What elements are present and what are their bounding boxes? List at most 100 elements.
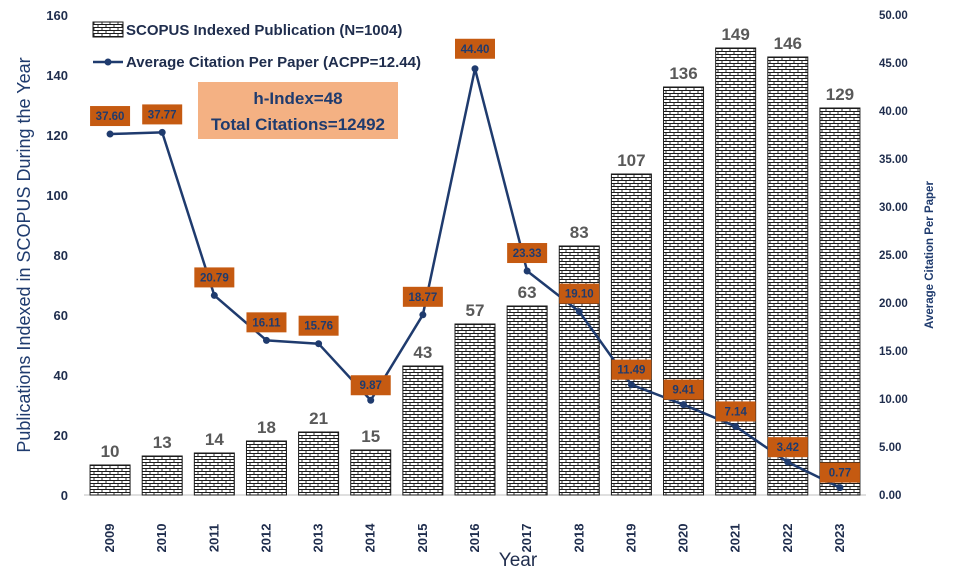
h-index-text: h-Index=48 [253, 89, 342, 108]
y2-tick-label: 10.00 [879, 394, 908, 406]
x-tick-label: 2022 [780, 524, 795, 553]
bar [193, 452, 235, 496]
x-axis-title: Year [499, 550, 538, 571]
point-label-bg [715, 401, 756, 422]
x-tick-label: 2019 [623, 524, 638, 553]
point-value-label: 20.79 [200, 272, 229, 284]
bar-value-label: 57 [466, 301, 485, 320]
y2-tick-label: 0.00 [879, 490, 901, 502]
line-point [158, 128, 166, 136]
bar-value-label: 63 [518, 283, 537, 302]
y-tick-label: 80 [54, 248, 68, 263]
x-tick-label: 2015 [415, 524, 430, 553]
y-tick-label: 40 [54, 368, 68, 383]
legend-line-marker [104, 58, 112, 66]
bar-value-label: 146 [774, 34, 802, 53]
bar [819, 107, 861, 496]
bar [610, 173, 652, 496]
line-point [523, 267, 531, 275]
bar [141, 455, 183, 496]
point-value-label: 23.33 [513, 248, 542, 260]
legend: SCOPUS Indexed Publication (N=1004) Aver… [92, 21, 421, 71]
y2-tick-label: 15.00 [879, 346, 908, 358]
y-tick-label: 120 [46, 128, 68, 143]
x-tick-label: 2011 [206, 524, 221, 552]
point-label-bg [142, 104, 183, 125]
data-labels: 10 13 14 18 21 15 43 57 63 83 107 136 149 146 129 37.60… [90, 25, 860, 483]
point-label-bg [507, 243, 548, 264]
bar-value-label: 107 [617, 151, 645, 170]
point-label-bg [611, 359, 652, 380]
line-point [836, 484, 844, 492]
x-tick-label: 2012 [258, 524, 273, 553]
point-value-label: 7.14 [724, 406, 747, 418]
bar-value-label: 13 [153, 433, 172, 452]
line-point [419, 311, 427, 319]
point-value-label: 9.41 [672, 385, 695, 397]
bar-value-label: 18 [257, 418, 276, 437]
point-value-label: 18.77 [408, 292, 437, 304]
line-point [732, 422, 740, 430]
x-tick-label: 2016 [467, 524, 482, 553]
point-label-bg [194, 267, 235, 288]
bar-value-label: 15 [361, 427, 380, 446]
bar-value-label: 129 [826, 85, 854, 104]
line-point [367, 396, 375, 404]
bar-value-label: 43 [413, 343, 432, 362]
point-value-label: 0.77 [829, 468, 851, 480]
y-tick-label: 20 [54, 428, 68, 443]
bar-value-label: 14 [205, 430, 224, 449]
line-point [315, 340, 323, 348]
x-tick-label: 2018 [571, 524, 586, 553]
y2-tick-label: 30.00 [879, 202, 908, 214]
y2-tick-label: 25.00 [879, 250, 908, 262]
y2-tick-label: 20.00 [879, 298, 908, 310]
x-tick-label: 2021 [728, 524, 743, 553]
point-label-bg [455, 38, 495, 59]
bar [767, 56, 809, 496]
point-label-bg [663, 379, 704, 400]
line-point [106, 130, 114, 138]
line-point [262, 336, 270, 344]
bar [663, 86, 705, 496]
line-point [471, 65, 479, 73]
legend-bar-label: SCOPUS Indexed Publication (N=1004) [126, 22, 402, 39]
bar [350, 449, 392, 496]
info-box-bg [198, 82, 398, 139]
y2-tick-label: 5.00 [879, 442, 901, 454]
point-label-bg [350, 375, 391, 396]
y-tick-label: 140 [46, 68, 68, 83]
y-tick-label: 60 [54, 308, 68, 323]
y-axis-title: Publications Indexed in SCOPUS During th… [14, 57, 34, 452]
x-tick-label: 2010 [154, 524, 169, 553]
point-value-label: 19.10 [565, 289, 594, 301]
point-value-label: 15.76 [304, 321, 333, 333]
y-tick-label: 160 [46, 8, 68, 23]
point-label-bg [767, 437, 808, 458]
x-tick-label: 2023 [832, 524, 847, 553]
point-value-label: 3.42 [777, 442, 799, 454]
bar [298, 431, 340, 496]
line-point [575, 308, 583, 316]
x-tick-label: 2017 [519, 524, 534, 553]
point-value-label: 37.77 [148, 109, 177, 121]
y2-tick-label: 45.00 [879, 58, 908, 70]
bar-value-label: 10 [101, 442, 120, 461]
total-citations-text: Total Citations=12492 [211, 115, 385, 134]
bar-value-label: 136 [669, 64, 697, 83]
point-value-label: 44.40 [461, 44, 490, 56]
y2-tick-label: 50.00 [879, 10, 908, 22]
bar-value-label: 83 [570, 223, 589, 242]
info-box: h-Index=48 Total Citations=12492 [198, 82, 398, 139]
y2-tick-label: 35.00 [879, 154, 908, 166]
line-point [784, 458, 792, 466]
point-label-bg [246, 312, 287, 333]
point-label-bg [298, 315, 339, 336]
bar [245, 440, 287, 496]
axes: 0 20 40 60 80 100 120 140 160 0.00 5.00 10.00 15.00 2… [46, 8, 907, 552]
line-point [627, 381, 635, 389]
bar [506, 305, 548, 496]
bar-value-label: 149 [721, 25, 749, 44]
